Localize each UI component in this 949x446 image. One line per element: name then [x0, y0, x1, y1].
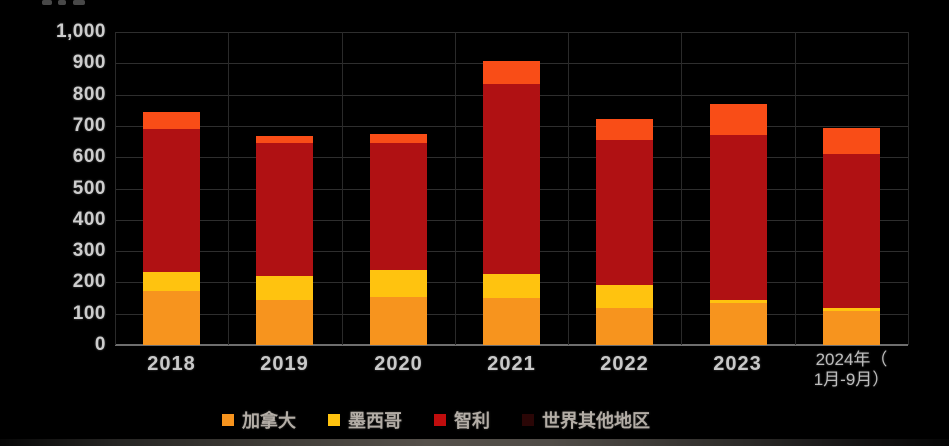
legend-label: 墨西哥: [348, 411, 402, 431]
segment-墨西哥: [710, 300, 767, 304]
legend-item-世界其他地区: 世界其他地区: [522, 407, 650, 433]
segment-智利: [370, 143, 427, 270]
segment-墨西哥: [143, 272, 200, 292]
segment-墨西哥: [823, 308, 880, 311]
legend-label: 世界其他地区: [542, 411, 650, 431]
y-tick-label: 800: [72, 83, 106, 105]
segment-世界其他地区: [256, 135, 313, 144]
gridline-v: [455, 32, 456, 345]
segment-加拿大: [483, 298, 540, 345]
segment-世界其他地区: [710, 104, 767, 136]
legend-marker-icon: [522, 414, 534, 426]
segment-加拿大: [370, 296, 427, 345]
segment-加拿大: [256, 299, 313, 345]
segment-世界其他地区: [596, 119, 653, 141]
segment-加拿大: [823, 310, 880, 345]
legend-marker-icon: [328, 414, 340, 426]
x-tick-label: 2021: [487, 353, 536, 375]
segment-智利: [596, 140, 653, 285]
gridline-v: [568, 32, 569, 345]
x-axis-line: [115, 344, 908, 346]
video-artifact-strip: [0, 439, 949, 446]
bar-2021: [483, 60, 540, 345]
gridline-v: [115, 32, 116, 345]
y-tick-label: 500: [72, 177, 106, 199]
gridline-h: [115, 32, 908, 33]
bar-2018: [143, 111, 200, 345]
segment-墨西哥: [370, 269, 427, 297]
y-tick-label: 700: [72, 114, 106, 136]
gridline-v: [681, 32, 682, 345]
x-tick-label: 2023: [713, 353, 762, 375]
cropped-text-fragment: [40, 0, 100, 6]
x-tick-label: 2019: [260, 353, 309, 375]
x-tick-label: 2018: [147, 353, 196, 375]
y-tick-label: 900: [72, 52, 106, 74]
segment-加拿大: [143, 291, 200, 345]
segment-墨西哥: [596, 284, 653, 309]
gridline-v: [795, 32, 796, 345]
bar-2022: [596, 119, 653, 345]
gridline-v: [228, 32, 229, 345]
x-tick-label: 2022: [600, 353, 649, 375]
legend-item-墨西哥: 墨西哥: [328, 407, 402, 433]
segment-世界其他地区: [823, 127, 880, 154]
bar-2023: [710, 104, 767, 345]
segment-智利: [823, 153, 880, 309]
bar-2019: [256, 135, 313, 345]
legend-marker-icon: [222, 414, 234, 426]
segment-智利: [256, 143, 313, 277]
legend-marker-icon: [434, 414, 446, 426]
y-tick-label: 600: [72, 146, 106, 168]
legend-label: 加拿大: [242, 411, 296, 431]
segment-智利: [483, 83, 540, 274]
y-tick-label: 400: [72, 208, 106, 230]
segment-智利: [710, 135, 767, 301]
gridline-v: [342, 32, 343, 345]
segment-加拿大: [710, 303, 767, 345]
segment-世界其他地区: [483, 60, 540, 84]
segment-世界其他地区: [370, 133, 427, 144]
legend-label: 智利: [454, 411, 490, 431]
y-tick-label: 1,000: [55, 21, 106, 42]
plot-area: [115, 32, 909, 346]
y-tick-label: 100: [72, 302, 106, 324]
legend-item-智利: 智利: [434, 407, 490, 433]
bar-2020: [370, 133, 427, 345]
segment-世界其他地区: [143, 111, 200, 130]
legend: 加拿大 墨西哥 智利 世界其他地区: [222, 406, 650, 434]
segment-智利: [143, 129, 200, 273]
x-tick-label: 2024年（ 1月-9月）: [795, 350, 908, 390]
y-tick-label: 300: [72, 240, 106, 262]
x-tick-label-line2: 1月-9月）: [813, 370, 890, 389]
x-tick-label: 2020: [374, 353, 423, 375]
y-tick-label: 0: [94, 334, 106, 355]
segment-墨西哥: [256, 276, 313, 300]
gridline-v: [908, 32, 909, 345]
legend-item-加拿大: 加拿大: [222, 407, 296, 433]
segment-加拿大: [596, 308, 653, 345]
bar-2024年（1月-9月）: [823, 127, 880, 345]
y-tick-label: 200: [72, 271, 106, 293]
segment-墨西哥: [483, 273, 540, 299]
